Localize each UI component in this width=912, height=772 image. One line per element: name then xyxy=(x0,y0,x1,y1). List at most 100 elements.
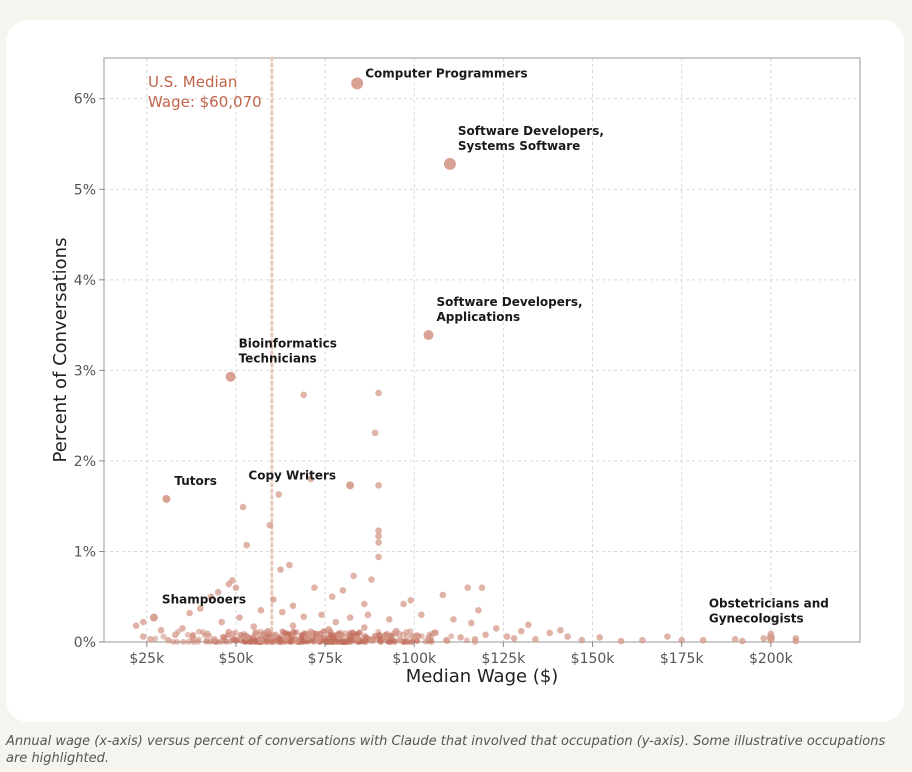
data-point xyxy=(321,638,328,645)
median-wage-label-line2: Wage: $60,070 xyxy=(148,93,262,111)
data-point xyxy=(439,591,447,599)
data-point xyxy=(318,611,325,619)
data-point xyxy=(216,638,223,645)
data-point xyxy=(203,637,210,644)
data-point xyxy=(328,638,335,645)
data-point xyxy=(321,634,328,641)
y-tick-label: 5% xyxy=(74,182,96,198)
data-point xyxy=(139,618,147,626)
data-point xyxy=(340,638,347,645)
highlighted-point xyxy=(149,613,158,622)
data-point xyxy=(334,638,341,645)
data-point xyxy=(407,597,414,604)
point-label: Shampooers xyxy=(162,593,246,607)
data-point xyxy=(363,634,370,641)
data-point xyxy=(410,633,418,640)
data-point xyxy=(403,628,410,635)
data-point xyxy=(457,634,464,641)
data-point xyxy=(309,638,316,645)
data-point xyxy=(300,391,307,399)
data-point xyxy=(312,630,319,637)
data-point xyxy=(139,633,147,640)
data-point xyxy=(248,637,255,644)
data-point xyxy=(349,629,356,636)
data-point xyxy=(277,638,284,645)
data-point xyxy=(360,634,367,641)
y-tick-label: 2% xyxy=(74,454,96,470)
point-label: Systems Software xyxy=(458,139,580,153)
data-point xyxy=(320,635,327,642)
data-point xyxy=(578,636,586,644)
data-point xyxy=(375,629,382,636)
plot-frame xyxy=(103,57,861,643)
data-point xyxy=(256,631,263,638)
data-point xyxy=(407,638,414,645)
point-label: Gynecologists xyxy=(709,611,804,625)
data-point xyxy=(232,638,239,645)
data-point xyxy=(328,633,335,640)
data-point xyxy=(368,636,375,644)
data-point xyxy=(361,638,368,645)
data-point xyxy=(227,638,234,645)
data-point xyxy=(349,629,356,636)
data-point xyxy=(393,627,400,635)
data-point xyxy=(293,636,300,644)
data-point xyxy=(342,634,349,641)
data-point xyxy=(157,626,165,634)
y-tick-label: 3% xyxy=(74,363,96,379)
data-point xyxy=(275,491,283,498)
data-point xyxy=(252,630,259,637)
data-point xyxy=(363,637,370,644)
data-point xyxy=(371,632,378,639)
data-point xyxy=(376,632,383,639)
data-point xyxy=(233,636,240,643)
data-point xyxy=(236,614,243,621)
data-point xyxy=(160,633,167,640)
data-point xyxy=(372,633,379,640)
data-point xyxy=(237,632,244,639)
data-point xyxy=(478,584,486,591)
data-point xyxy=(400,631,407,638)
data-point xyxy=(378,638,385,645)
data-point xyxy=(252,628,259,635)
data-point xyxy=(286,561,293,569)
data-point xyxy=(330,634,337,641)
data-point xyxy=(336,633,343,640)
data-point xyxy=(503,633,511,640)
data-point xyxy=(403,638,410,645)
data-point xyxy=(238,638,245,645)
data-point xyxy=(375,389,382,397)
data-point xyxy=(347,634,354,641)
data-point xyxy=(186,609,193,617)
data-point xyxy=(342,630,349,637)
data-point xyxy=(301,629,308,636)
data-point xyxy=(358,638,365,645)
x-tick-label: $175k xyxy=(660,651,705,667)
data-point xyxy=(371,429,379,437)
data-point xyxy=(347,638,354,645)
data-point xyxy=(279,628,286,635)
data-point xyxy=(214,588,222,596)
data-point xyxy=(464,584,472,591)
data-point xyxy=(463,637,470,644)
data-point xyxy=(347,631,354,638)
data-point xyxy=(257,636,265,644)
data-point xyxy=(277,636,284,643)
data-point xyxy=(327,632,334,639)
data-point xyxy=(362,638,369,645)
data-point xyxy=(289,602,297,610)
data-point xyxy=(331,633,338,640)
data-point xyxy=(356,629,363,636)
x-tick-label: $100k xyxy=(392,651,437,667)
data-point xyxy=(275,638,282,645)
data-point xyxy=(418,633,425,640)
data-point xyxy=(402,638,409,645)
data-point xyxy=(324,638,331,645)
data-point xyxy=(232,629,239,636)
data-point xyxy=(322,637,329,644)
data-point xyxy=(225,628,233,636)
data-point xyxy=(353,635,361,642)
data-point xyxy=(336,638,343,645)
highlighted-point xyxy=(346,481,355,490)
